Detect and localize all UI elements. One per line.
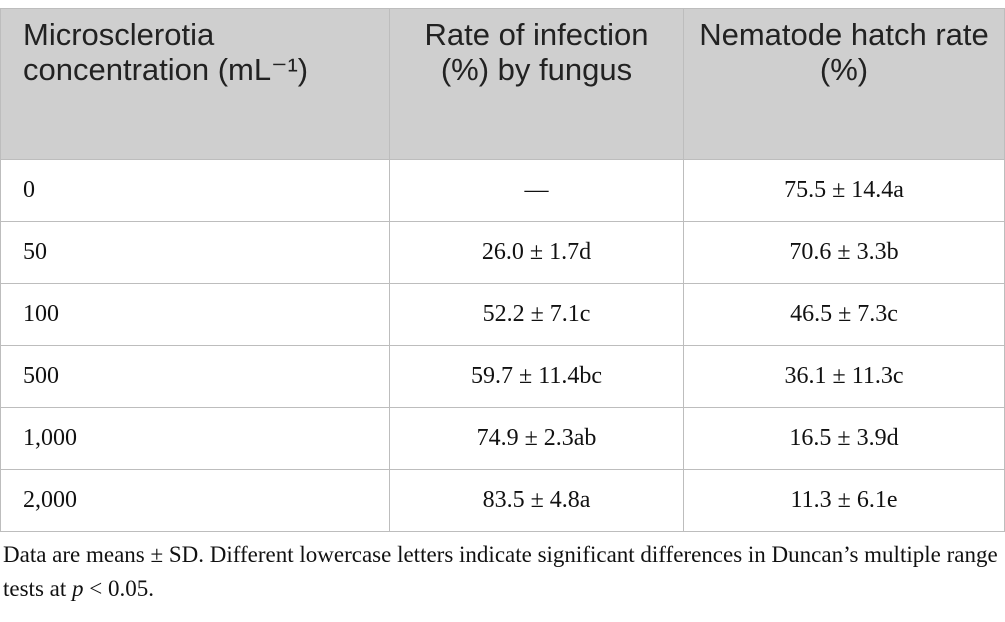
header-infection-rate: Rate of infection (%) by fungus [389,8,684,160]
cell-hatch-rate: 70.6 ± 3.3b [683,221,1005,284]
cell-hatch-rate: 16.5 ± 3.9d [683,407,1005,470]
cell-hatch-rate: 75.5 ± 14.4a [683,159,1005,222]
data-table-container: Microsclerotia concentration (mL⁻¹) Rate… [0,8,1005,532]
cell-concentration: 0 [0,159,390,222]
cell-infection-rate: 59.7 ± 11.4bc [389,345,684,408]
cell-infection-rate: 52.2 ± 7.1c [389,283,684,346]
cell-concentration: 1,000 [0,407,390,470]
table-header-row: Microsclerotia concentration (mL⁻¹) Rate… [0,8,1005,160]
cell-hatch-rate: 36.1 ± 11.3c [683,345,1005,408]
table-row: 500 59.7 ± 11.4bc 36.1 ± 11.3c [0,345,1005,408]
table-row: 1,000 74.9 ± 2.3ab 16.5 ± 3.9d [0,407,1005,470]
footnote-text: Data are means ± SD. Different lowercase… [3,542,998,601]
cell-concentration: 100 [0,283,390,346]
table-row: 100 52.2 ± 7.1c 46.5 ± 7.3c [0,283,1005,346]
data-table: Microsclerotia concentration (mL⁻¹) Rate… [0,8,1005,532]
cell-hatch-rate: 11.3 ± 6.1e [683,469,1005,532]
cell-infection-rate: — [389,159,684,222]
cell-concentration: 2,000 [0,469,390,532]
table-row: 50 26.0 ± 1.7d 70.6 ± 3.3b [0,221,1005,284]
cell-concentration: 50 [0,221,390,284]
cell-infection-rate: 26.0 ± 1.7d [389,221,684,284]
cell-hatch-rate: 46.5 ± 7.3c [683,283,1005,346]
header-hatch-rate: Nematode hatch rate (%) [683,8,1005,160]
cell-concentration: 500 [0,345,390,408]
footnote-threshold: < 0.05. [83,576,154,601]
table-row: 2,000 83.5 ± 4.8a 11.3 ± 6.1e [0,469,1005,532]
table-footnote: Data are means ± SD. Different lowercase… [3,538,998,606]
header-concentration: Microsclerotia concentration (mL⁻¹) [0,8,390,160]
cell-infection-rate: 74.9 ± 2.3ab [389,407,684,470]
footnote-p-symbol: p [72,576,84,601]
cell-infection-rate: 83.5 ± 4.8a [389,469,684,532]
table-row: 0 — 75.5 ± 14.4a [0,159,1005,222]
